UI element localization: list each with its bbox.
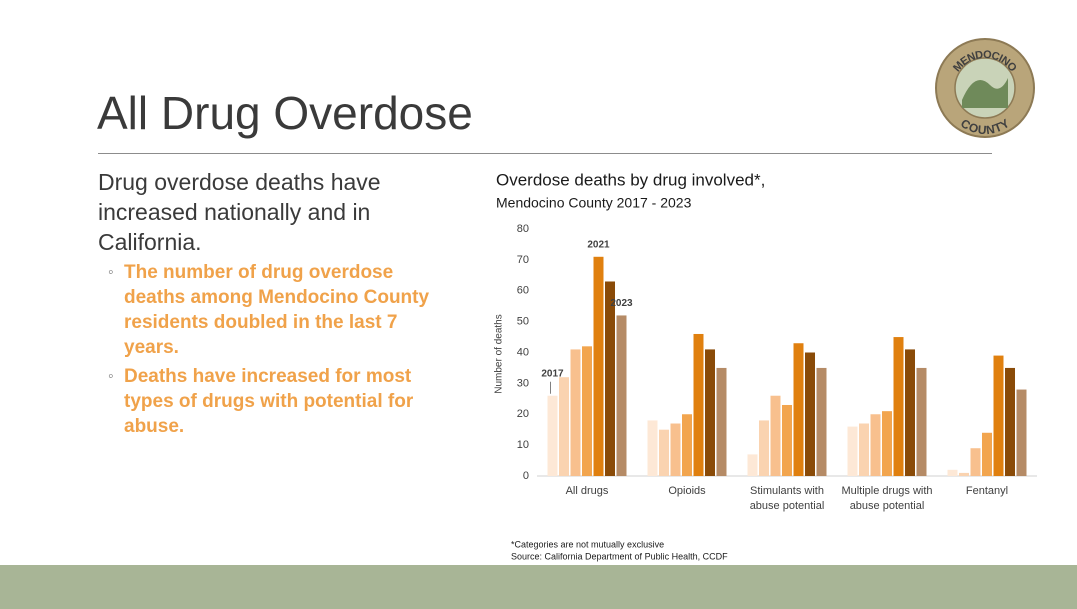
y-tick-label: 80 [517, 223, 529, 235]
chart-subtitle: Mendocino County 2017 - 2023 [496, 195, 692, 211]
bar [905, 349, 915, 476]
y-tick-label: 40 [517, 346, 529, 358]
bar [559, 377, 569, 476]
series-label: 2017 [541, 368, 564, 379]
bar [659, 429, 669, 476]
y-tick-label: 10 [517, 439, 529, 451]
bar [570, 349, 581, 476]
bar [970, 448, 981, 476]
bar [705, 349, 715, 476]
bar [982, 432, 992, 476]
y-axis-label: Number of deaths [494, 314, 505, 394]
bar [770, 395, 781, 476]
bullet: Deaths have increased for most types of … [108, 364, 448, 439]
bar [647, 420, 658, 476]
logo-bottom: COUNTY [958, 116, 1012, 137]
footer-band [0, 565, 1077, 609]
bar [916, 367, 927, 476]
bar [959, 472, 969, 476]
bar [547, 395, 558, 476]
bar [847, 426, 858, 476]
bar [582, 346, 592, 476]
bar [993, 355, 1004, 476]
bar [682, 414, 692, 476]
x-tick-label: All drugs [565, 485, 609, 497]
bullet: The number of drug overdose deaths among… [108, 260, 448, 360]
footnote: *Categories are not mutually exclusive [511, 539, 664, 549]
x-tick-label: Multiple drugs with abuse potential [841, 485, 933, 512]
y-tick-label: 20 [517, 408, 529, 420]
bar [593, 256, 604, 476]
bar [782, 404, 792, 476]
bar [947, 469, 958, 476]
bar [805, 352, 815, 476]
logo-text: COUNTY [958, 116, 1012, 137]
bar [793, 343, 804, 476]
bar [1016, 389, 1027, 476]
bar [893, 337, 904, 476]
bar [670, 423, 681, 476]
bar [882, 411, 892, 476]
bar [870, 414, 881, 476]
bar [1005, 367, 1015, 476]
y-tick-label: 70 [517, 254, 529, 266]
intro-text: Drug overdose deaths have increased nati… [98, 169, 381, 255]
x-tick-label: Stimulants with abuse potential [749, 485, 825, 512]
slide-title: All Drug Overdose [97, 87, 473, 139]
bar [605, 281, 615, 476]
bar [859, 423, 869, 476]
y-tick-label: 0 [523, 470, 529, 482]
bar [716, 367, 727, 476]
chart-title: Overdose deaths by drug involved*, [496, 170, 765, 189]
y-tick-label: 30 [517, 377, 529, 389]
footnote: Source: California Department of Public … [511, 551, 728, 561]
series-label: 2021 [587, 239, 610, 250]
bullet-list: The number of drug overdose deaths among… [108, 260, 448, 443]
y-tick-label: 60 [517, 285, 529, 297]
bar [693, 333, 704, 476]
x-tick-label: Opioids [668, 485, 706, 497]
title-rule [98, 153, 992, 154]
bar [747, 454, 758, 476]
series-label: 2023 [610, 298, 633, 309]
bar [616, 315, 627, 476]
logo: MENDOCINO COUNTY [935, 38, 1035, 138]
x-tick-label: Fentanyl [965, 485, 1009, 497]
y-tick-label: 50 [517, 316, 529, 328]
bar [816, 367, 827, 476]
bar [759, 420, 769, 476]
